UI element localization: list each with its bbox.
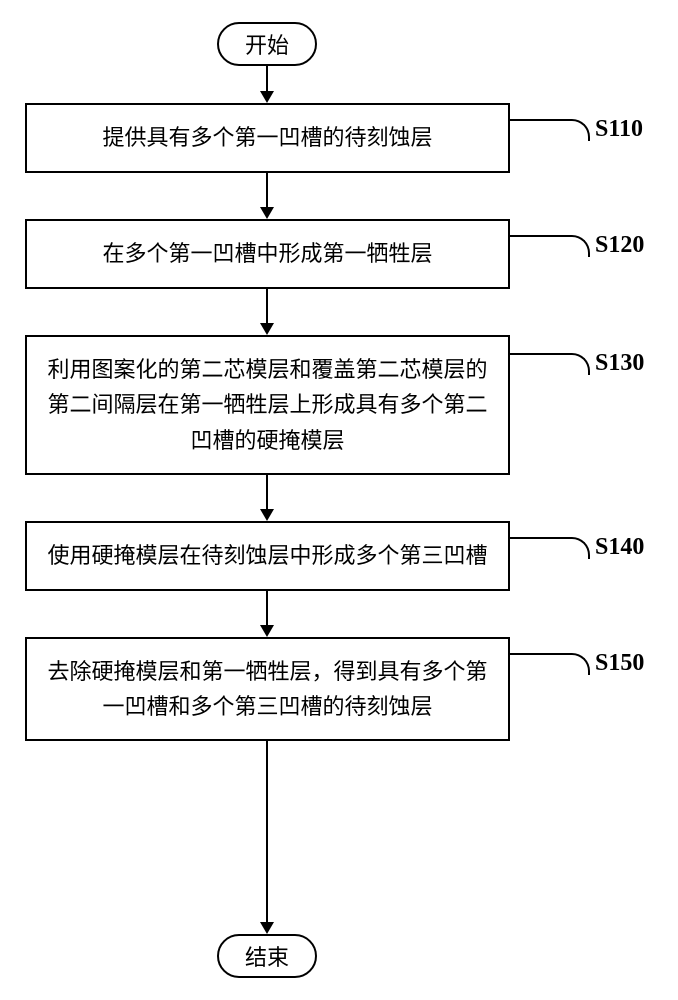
flowchart: 开始 提供具有多个第一凹槽的待刻蚀层 S110 在多个第一凹槽中形成第一牺牲层 … bbox=[0, 0, 678, 1000]
arrow-head-icon bbox=[260, 625, 274, 637]
step-label-s110: S110 bbox=[595, 116, 643, 143]
step-label-s150: S150 bbox=[595, 650, 644, 677]
process-s150: 去除硬掩模层和第一牺牲层，得到具有多个第一凹槽和多个第三凹槽的待刻蚀层 bbox=[25, 637, 510, 741]
label-connector bbox=[510, 235, 590, 257]
process-s140: 使用硬掩模层在待刻蚀层中形成多个第三凹槽 bbox=[25, 521, 510, 591]
arrow-head-icon bbox=[260, 509, 274, 521]
process-s130: 利用图案化的第二芯模层和覆盖第二芯模层的第二间隔层在第一牺牲层上形成具有多个第二… bbox=[25, 335, 510, 475]
process-text: 使用硬掩模层在待刻蚀层中形成多个第三凹槽 bbox=[47, 538, 487, 573]
step-label-s130: S130 bbox=[595, 350, 644, 377]
terminator-start-text: 开始 bbox=[245, 28, 289, 60]
terminator-end: 结束 bbox=[217, 934, 317, 978]
arrow bbox=[266, 173, 268, 209]
terminator-start: 开始 bbox=[217, 22, 317, 66]
process-text: 去除硬掩模层和第一牺牲层，得到具有多个第一凹槽和多个第三凹槽的待刻蚀层 bbox=[41, 654, 494, 724]
label-connector bbox=[510, 353, 590, 375]
label-connector bbox=[510, 119, 590, 141]
step-label-s120: S120 bbox=[595, 232, 644, 259]
arrow-head-icon bbox=[260, 323, 274, 335]
arrow-head-icon bbox=[260, 91, 274, 103]
step-label-s140: S140 bbox=[595, 534, 644, 561]
process-s110: 提供具有多个第一凹槽的待刻蚀层 bbox=[25, 103, 510, 173]
process-text: 提供具有多个第一凹槽的待刻蚀层 bbox=[102, 120, 432, 155]
label-connector bbox=[510, 653, 590, 675]
process-s120: 在多个第一凹槽中形成第一牺牲层 bbox=[25, 219, 510, 289]
process-text: 利用图案化的第二芯模层和覆盖第二芯模层的第二间隔层在第一牺牲层上形成具有多个第二… bbox=[41, 352, 494, 458]
arrow-head-icon bbox=[260, 922, 274, 934]
process-text: 在多个第一凹槽中形成第一牺牲层 bbox=[102, 236, 432, 271]
arrow bbox=[266, 66, 268, 93]
label-connector bbox=[510, 537, 590, 559]
arrow bbox=[266, 591, 268, 627]
arrow bbox=[266, 741, 268, 924]
arrow bbox=[266, 475, 268, 511]
arrow-head-icon bbox=[260, 207, 274, 219]
terminator-end-text: 结束 bbox=[245, 940, 289, 972]
arrow bbox=[266, 289, 268, 325]
